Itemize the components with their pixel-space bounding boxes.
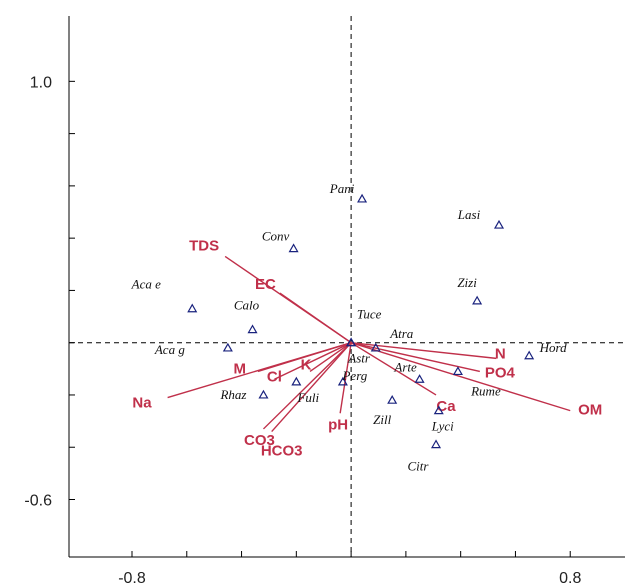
vector-label-tds: TDS xyxy=(189,237,219,254)
vector-na xyxy=(167,342,352,399)
axes-frame xyxy=(68,16,625,558)
species-label-aca-g: Aca g xyxy=(154,342,185,357)
species-marker-rhaz xyxy=(258,389,269,399)
vector-label-ec: EC xyxy=(255,276,276,293)
species-marker-conv xyxy=(288,243,299,253)
species-marker-hord xyxy=(524,350,535,360)
species-label-zill: Zill xyxy=(373,412,391,427)
species-label-conv: Conv xyxy=(262,229,290,244)
vector-co3 xyxy=(262,342,352,430)
vector-label-ph: pH xyxy=(328,416,348,433)
vector-label-hco3: HCO3 xyxy=(261,443,303,460)
species-marker-aca-g xyxy=(222,342,233,352)
vector-label-m: M xyxy=(233,360,246,377)
species-label-tuce: Tuce xyxy=(357,307,382,322)
x-tick-label: -0.8 xyxy=(118,570,146,587)
species-label-aca-e: Aca e xyxy=(131,277,161,292)
species-marker-lyci xyxy=(433,405,444,415)
species-label-rume: Rume xyxy=(470,383,501,398)
vector-label-n: N xyxy=(495,345,506,362)
vector-hco3 xyxy=(271,342,352,433)
species-marker-calo xyxy=(247,324,258,334)
vector-label-k: K xyxy=(301,356,312,373)
species-marker-perg xyxy=(337,376,348,386)
vector-label-co3: CO3 xyxy=(244,432,275,449)
species-marker-zizi xyxy=(472,295,483,305)
vector-ca xyxy=(350,342,437,396)
species-marker-arte xyxy=(414,374,425,383)
species-label-lasi: Lasi xyxy=(457,207,481,222)
species-marker-citr xyxy=(430,439,442,449)
species-label-atra: Atra xyxy=(389,326,414,341)
species-label-hord: Hord xyxy=(539,340,567,355)
species-marker-zill xyxy=(387,394,398,404)
species-marker-lasi xyxy=(493,219,505,229)
species-label-calo: Calo xyxy=(234,298,260,313)
vector-cl xyxy=(274,342,352,380)
origin-crosshair xyxy=(69,16,625,557)
species-label-perg: Perg xyxy=(341,368,367,383)
vector-label-na: Na xyxy=(132,395,152,412)
species-marker-pani xyxy=(357,193,368,203)
vector-po4 xyxy=(350,342,480,373)
vector-label-cl: Cl xyxy=(267,368,282,385)
species-marker-atra xyxy=(370,342,381,352)
species-label-astr: Astr xyxy=(347,351,371,366)
species-label-zizi: Zizi xyxy=(457,275,477,290)
vector-k xyxy=(309,342,352,373)
vector-ph xyxy=(339,342,352,414)
species-marker-rume xyxy=(452,366,463,376)
species-label-lyci: Lyci xyxy=(431,419,454,434)
vector-ec xyxy=(279,292,352,344)
x-tick-label: 0.8 xyxy=(559,570,581,587)
axis-ticks: -0.8 0.8 1.0 -0.6 xyxy=(24,74,581,587)
species-marker-fuli xyxy=(291,376,302,386)
species-label-pani: Pani xyxy=(329,181,355,196)
y-tick-label: -0.6 xyxy=(24,493,52,510)
species-points: Pani Lasi Conv Aca e Calo Tuce Atra Zizi Aca g Ho… xyxy=(131,181,567,474)
species-label-fuli: Fuli xyxy=(296,390,319,405)
species-label-rhaz: Rhaz xyxy=(219,387,246,402)
y-tick-label: 1.0 xyxy=(30,74,52,91)
vector-label-ca: Ca xyxy=(436,398,456,415)
vector-label-po4: PO4 xyxy=(485,364,516,381)
vector-om xyxy=(350,342,571,412)
species-marker-astr xyxy=(346,337,357,347)
species-label-arte: Arte xyxy=(393,359,417,374)
species-label-citr: Citr xyxy=(408,459,430,474)
species-marker-aca-e xyxy=(187,303,198,313)
vector-label-om: OM xyxy=(578,402,602,419)
